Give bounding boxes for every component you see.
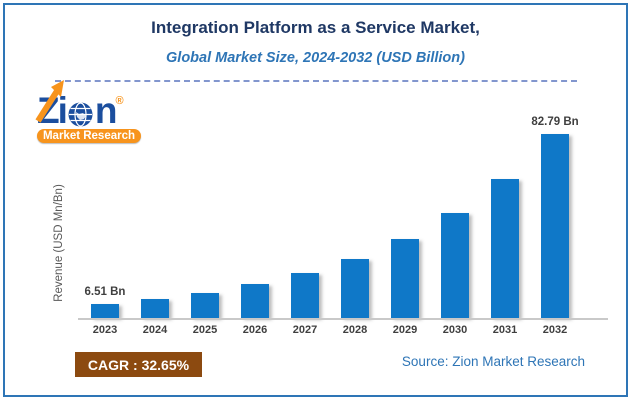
- bar-slot-2027: [280, 255, 330, 318]
- source-text: Source: Zion Market Research: [401, 354, 585, 369]
- bar-2024: [141, 299, 169, 318]
- bar-slot-2024: [130, 281, 180, 318]
- bar-2032: [541, 134, 569, 318]
- bar-plot-area: 6.51 Bn 82.79 Bn: [80, 110, 580, 318]
- x-tick-2023: 2023: [92, 324, 118, 336]
- chart-title: Integration Platform as a Service Market…: [151, 18, 480, 37]
- bar-slot-2025: [180, 275, 230, 318]
- bar-slot-2023: 6.51 Bn: [80, 286, 130, 318]
- separator-dashed-line: [55, 80, 577, 82]
- bar-2026: [241, 284, 269, 318]
- bar-2027: [291, 273, 319, 318]
- y-axis-label: Revenue (USD Mn/Bn): [53, 184, 65, 302]
- x-tick-2024: 2024: [142, 324, 168, 336]
- bar-value-label-2023: 6.51 Bn: [84, 286, 126, 298]
- logo-letter-z: Z: [37, 90, 60, 131]
- x-tick-2025: 2025: [192, 324, 218, 336]
- registered-trademark-icon: ®: [115, 95, 124, 107]
- bar-2031: [491, 179, 519, 318]
- bar-slot-2031: [480, 161, 530, 318]
- x-tick-2031: 2031: [492, 324, 518, 336]
- globe-icon: [68, 102, 93, 127]
- bar-value-label-2032: 82.79 Bn: [531, 116, 579, 128]
- bar-slot-2032: 82.79 Bn: [530, 116, 580, 318]
- x-tick-2026: 2026: [242, 324, 268, 336]
- logo-letter-n: n: [94, 90, 118, 131]
- chart-subtitle: Global Market Size, 2024-2032 (USD Billi…: [166, 50, 465, 66]
- x-tick-2028: 2028: [342, 324, 368, 336]
- logo-letter-i: i: [57, 90, 68, 131]
- bar-slot-2030: [430, 195, 480, 318]
- bar-slot-2028: [330, 241, 380, 318]
- cagr-badge: CAGR : 32.65%: [75, 352, 202, 377]
- x-tick-2032: 2032: [542, 324, 568, 336]
- x-axis-tick-labels: 2023 2024 2025 2026 2027 2028 2029 2030 2031 2032: [80, 324, 580, 336]
- bar-2025: [191, 293, 219, 318]
- x-tick-2027: 2027: [292, 324, 318, 336]
- x-axis-line: [78, 318, 608, 320]
- bar-2023: [91, 304, 119, 318]
- bar-slot-2029: [380, 221, 430, 318]
- bar-2030: [441, 213, 469, 318]
- bar-2028: [341, 259, 369, 318]
- x-tick-2029: 2029: [392, 324, 418, 336]
- bar-2029: [391, 239, 419, 318]
- logo-banner: Market Research: [37, 129, 141, 143]
- bar-slot-2026: [230, 266, 280, 318]
- x-tick-2030: 2030: [442, 324, 468, 336]
